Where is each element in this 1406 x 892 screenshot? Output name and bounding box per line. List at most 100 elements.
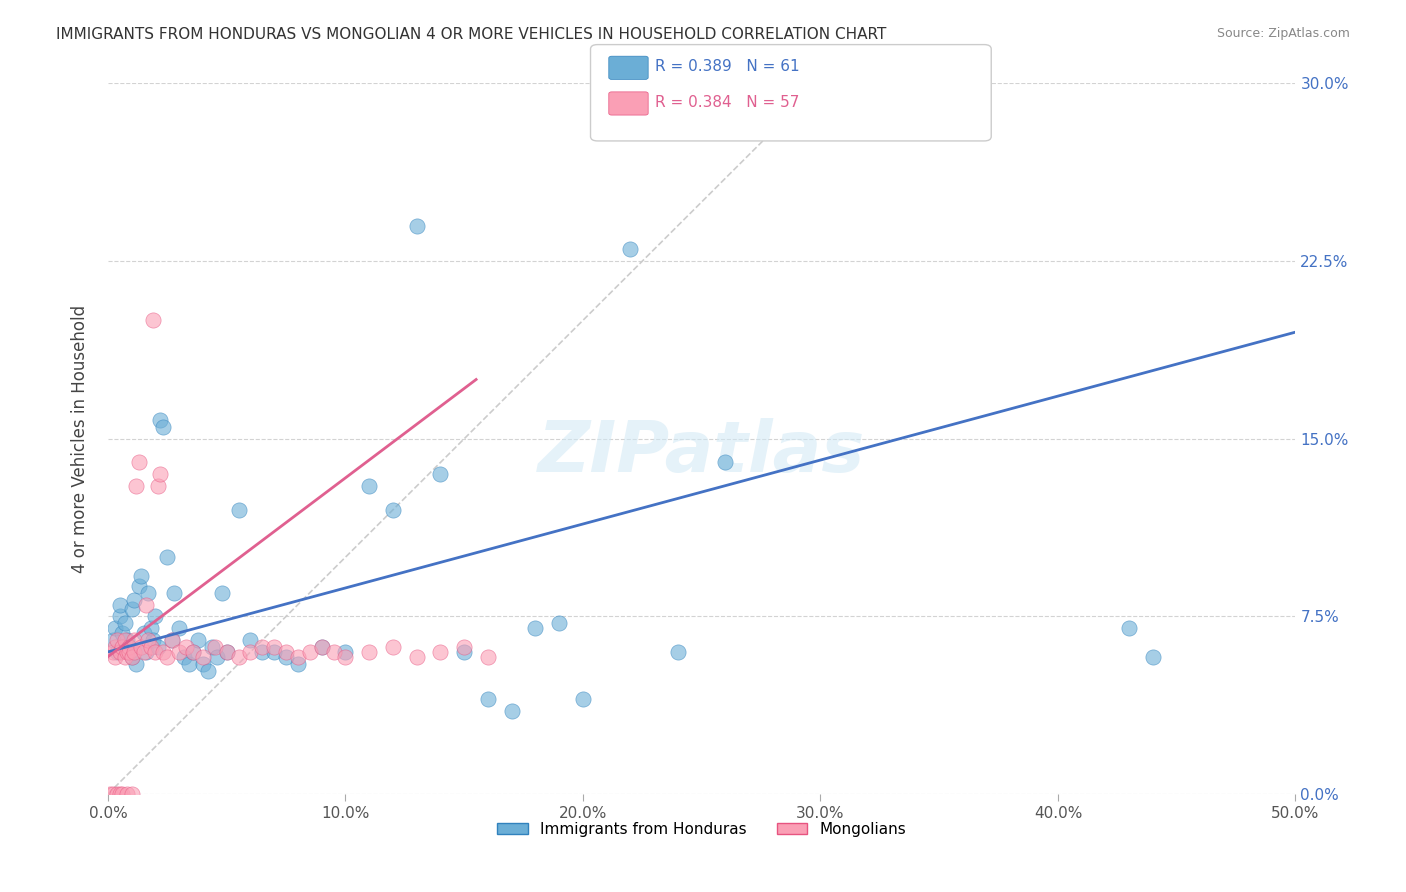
Point bbox=[501, 704, 523, 718]
Point bbox=[252, 645, 274, 659]
Point bbox=[135, 645, 157, 659]
Point bbox=[176, 640, 198, 655]
Point bbox=[359, 479, 381, 493]
Point bbox=[263, 645, 285, 659]
Point bbox=[122, 633, 145, 648]
Point bbox=[572, 692, 595, 706]
Text: ZIPatlas: ZIPatlas bbox=[538, 418, 866, 487]
Point bbox=[111, 640, 134, 655]
Point bbox=[104, 621, 127, 635]
Point bbox=[453, 640, 475, 655]
Point bbox=[121, 649, 143, 664]
Point bbox=[118, 640, 141, 655]
Point bbox=[215, 645, 238, 659]
Point bbox=[101, 787, 124, 801]
Point bbox=[108, 609, 131, 624]
Point bbox=[108, 787, 131, 801]
Point bbox=[239, 645, 262, 659]
Text: R = 0.384   N = 57: R = 0.384 N = 57 bbox=[655, 95, 800, 110]
Point bbox=[118, 640, 141, 655]
Point bbox=[132, 645, 155, 659]
Point bbox=[104, 649, 127, 664]
Point bbox=[98, 787, 121, 801]
Point bbox=[145, 609, 167, 624]
Point bbox=[107, 633, 129, 648]
Point bbox=[429, 645, 451, 659]
Point bbox=[187, 633, 209, 648]
Point bbox=[405, 649, 427, 664]
Point bbox=[287, 657, 309, 671]
Point bbox=[359, 645, 381, 659]
Point bbox=[107, 787, 129, 801]
Point bbox=[121, 649, 143, 664]
Point bbox=[108, 598, 131, 612]
Point bbox=[167, 645, 190, 659]
Point bbox=[121, 602, 143, 616]
Point bbox=[129, 640, 152, 655]
Legend: Immigrants from Honduras, Mongolians: Immigrants from Honduras, Mongolians bbox=[491, 816, 912, 843]
Point bbox=[263, 640, 285, 655]
Point bbox=[239, 633, 262, 648]
Point bbox=[145, 645, 167, 659]
Point bbox=[524, 621, 547, 635]
Point bbox=[167, 621, 190, 635]
Point bbox=[477, 649, 499, 664]
Point bbox=[114, 616, 136, 631]
Y-axis label: 4 or more Vehicles in Household: 4 or more Vehicles in Household bbox=[72, 305, 89, 573]
Point bbox=[322, 645, 344, 659]
Point bbox=[204, 640, 226, 655]
Point bbox=[1118, 621, 1140, 635]
Point bbox=[183, 645, 205, 659]
Point bbox=[125, 479, 148, 493]
Point bbox=[335, 645, 357, 659]
Point bbox=[191, 657, 214, 671]
Point bbox=[228, 649, 250, 664]
Point bbox=[121, 787, 143, 801]
Point bbox=[156, 550, 179, 565]
Point bbox=[298, 645, 321, 659]
Point bbox=[146, 479, 169, 493]
Point bbox=[138, 585, 160, 599]
Point bbox=[207, 649, 229, 664]
Point bbox=[382, 640, 405, 655]
Point bbox=[139, 621, 162, 635]
Point bbox=[252, 640, 274, 655]
Point bbox=[201, 640, 224, 655]
Point bbox=[311, 640, 333, 655]
Point bbox=[160, 633, 183, 648]
Point bbox=[405, 219, 427, 233]
Point bbox=[274, 645, 297, 659]
Point bbox=[142, 313, 165, 327]
Point bbox=[197, 664, 219, 678]
Point bbox=[228, 503, 250, 517]
Point bbox=[139, 640, 162, 655]
Point bbox=[287, 649, 309, 664]
Point bbox=[183, 645, 205, 659]
Point bbox=[108, 645, 131, 659]
Point bbox=[163, 585, 186, 599]
Point bbox=[149, 467, 172, 482]
Point bbox=[128, 578, 150, 592]
Point bbox=[477, 692, 499, 706]
Point bbox=[128, 455, 150, 469]
Text: Source: ZipAtlas.com: Source: ZipAtlas.com bbox=[1216, 27, 1350, 40]
Point bbox=[191, 649, 214, 664]
Point bbox=[211, 585, 233, 599]
Point bbox=[453, 645, 475, 659]
Point bbox=[115, 633, 138, 648]
Point bbox=[149, 413, 172, 427]
Point bbox=[111, 626, 134, 640]
Point bbox=[135, 598, 157, 612]
Point bbox=[666, 645, 689, 659]
Point bbox=[429, 467, 451, 482]
Point bbox=[122, 645, 145, 659]
Point bbox=[173, 649, 195, 664]
Point bbox=[177, 657, 200, 671]
Point bbox=[114, 649, 136, 664]
Point bbox=[311, 640, 333, 655]
Point bbox=[129, 569, 152, 583]
Point bbox=[146, 640, 169, 655]
Text: IMMIGRANTS FROM HONDURAS VS MONGOLIAN 4 OR MORE VEHICLES IN HOUSEHOLD CORRELATIO: IMMIGRANTS FROM HONDURAS VS MONGOLIAN 4 … bbox=[56, 27, 887, 42]
Point bbox=[111, 787, 134, 801]
Point bbox=[160, 633, 183, 648]
